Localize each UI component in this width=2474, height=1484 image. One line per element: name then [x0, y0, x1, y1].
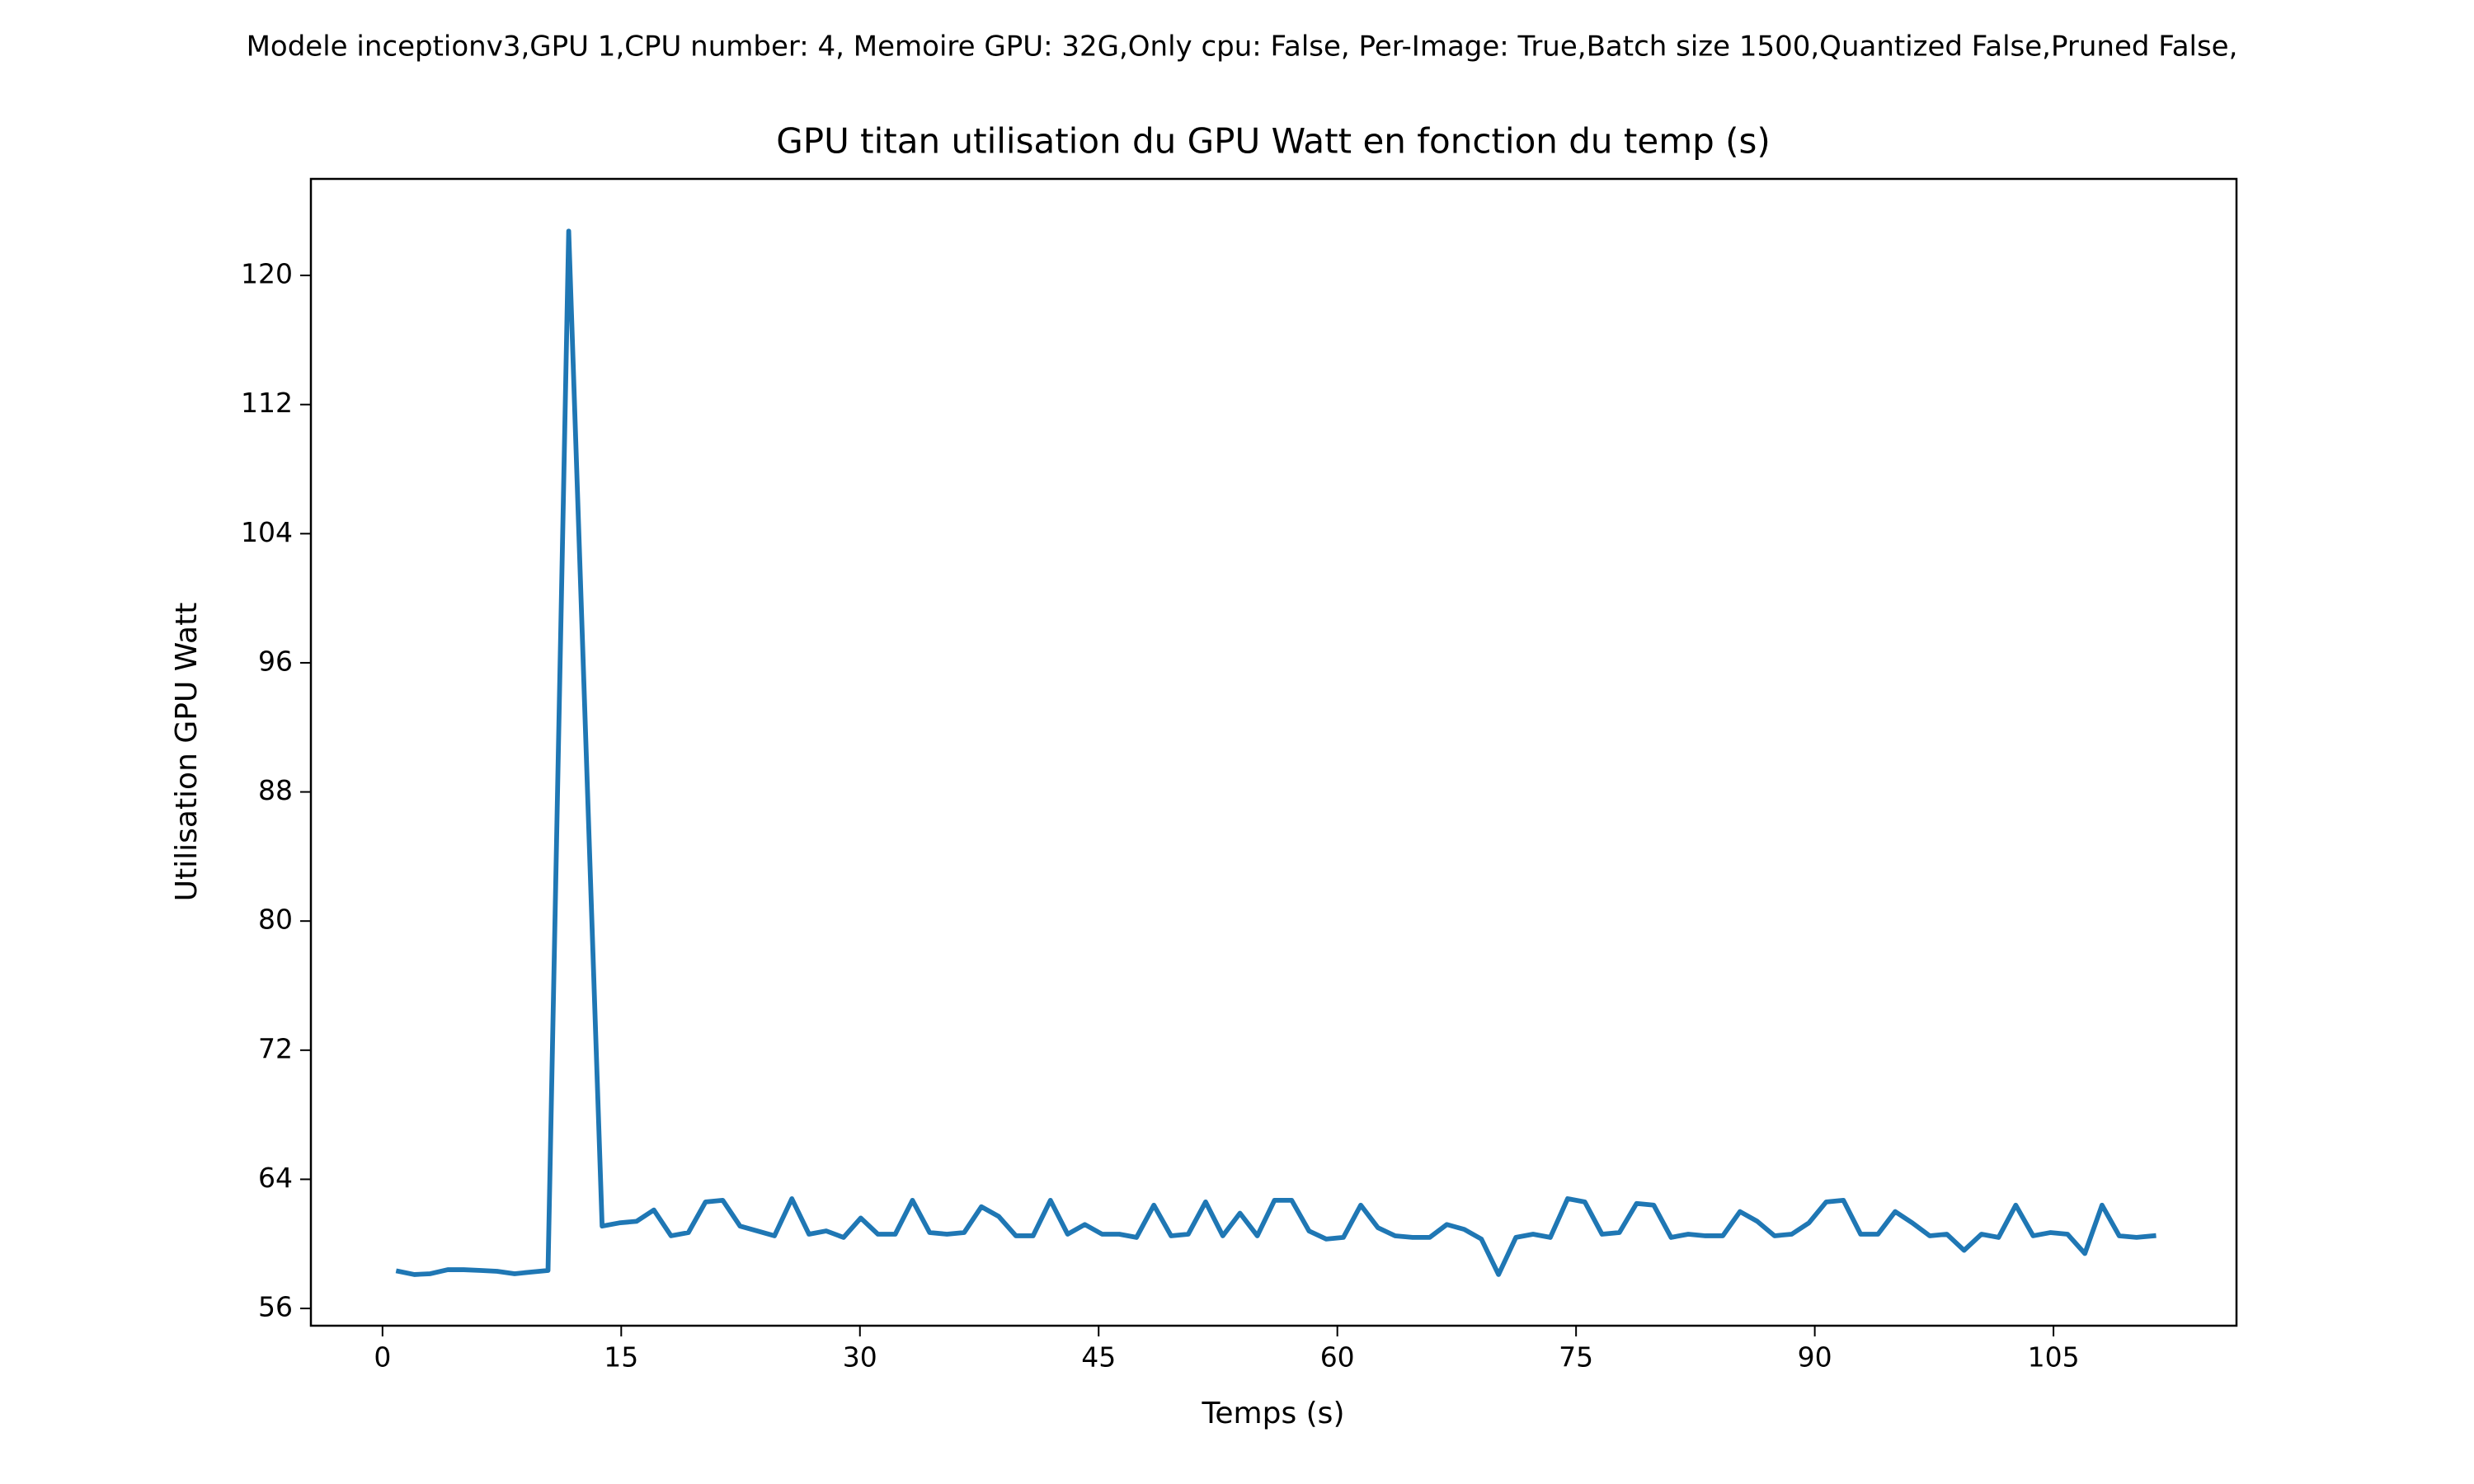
- x-tick-label: 30: [843, 1341, 877, 1374]
- y-tick-label: 120: [241, 258, 293, 290]
- y-tick-label: 104: [241, 516, 293, 548]
- y-tick-label: 112: [241, 387, 293, 419]
- y-tick-label: 88: [258, 774, 293, 806]
- suptitle: Modele inceptionv3,GPU 1,CPU number: 4, …: [247, 31, 2238, 63]
- x-tick-label: 105: [2028, 1341, 2080, 1374]
- x-tick-label: 75: [1559, 1341, 1593, 1374]
- chart-title: GPU titan utilisation du GPU Watt en fon…: [776, 121, 1771, 162]
- x-tick-label: 45: [1081, 1341, 1116, 1374]
- data-line: [395, 228, 2157, 1277]
- x-tick-label: 60: [1320, 1341, 1355, 1374]
- y-axis-label: Utilisation GPU Watt: [170, 603, 204, 902]
- x-tick-label: 15: [604, 1341, 638, 1374]
- y-tick-label: 96: [258, 645, 293, 677]
- y-tick-label: 56: [258, 1291, 293, 1323]
- plot-frame: [309, 177, 2238, 1327]
- x-tick-label: 90: [1798, 1341, 1832, 1374]
- y-tick-label: 80: [258, 904, 293, 936]
- y-tick-label: 72: [258, 1032, 293, 1064]
- x-tick-label: 0: [374, 1341, 391, 1374]
- x-axis-label: Temps (s): [1202, 1397, 1345, 1430]
- y-tick-label: 64: [258, 1162, 293, 1194]
